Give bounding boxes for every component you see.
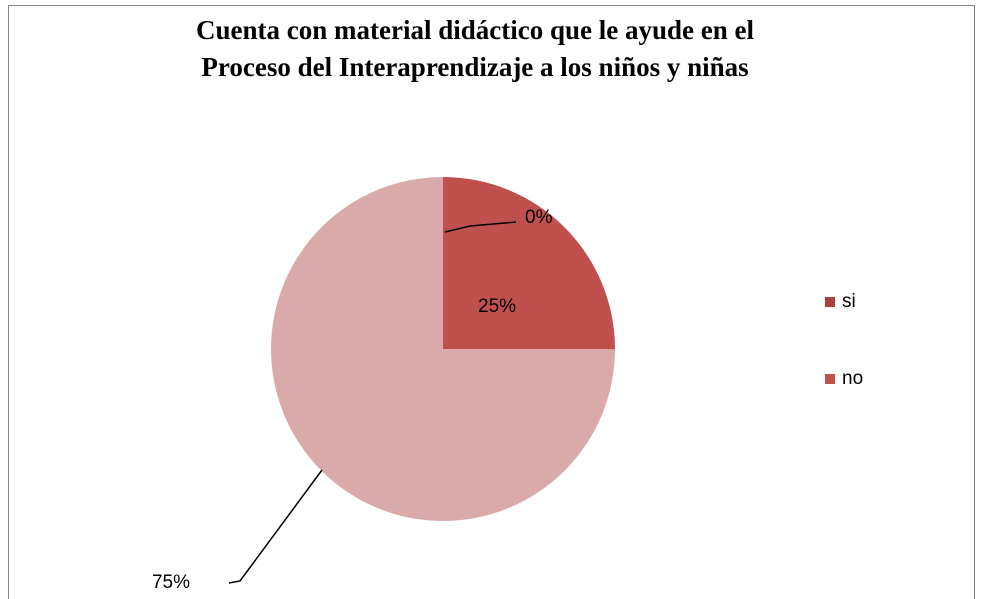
data-label: 0% (525, 207, 553, 228)
legend-label: si (842, 291, 856, 312)
chart-title: Proceso del Interaprendizaje a los niños… (201, 52, 748, 82)
legend-swatch (825, 374, 835, 384)
chart-title: Cuenta con material didáctico que le ayu… (196, 15, 754, 45)
legend-swatch (825, 297, 835, 307)
data-label: 75% (152, 572, 190, 593)
pie-slice (271, 177, 615, 521)
leader-line (444, 221, 517, 233)
legend-label: no (842, 368, 863, 389)
leader-line (228, 469, 323, 584)
pie-slice (443, 177, 615, 349)
data-label: 25% (478, 296, 516, 317)
